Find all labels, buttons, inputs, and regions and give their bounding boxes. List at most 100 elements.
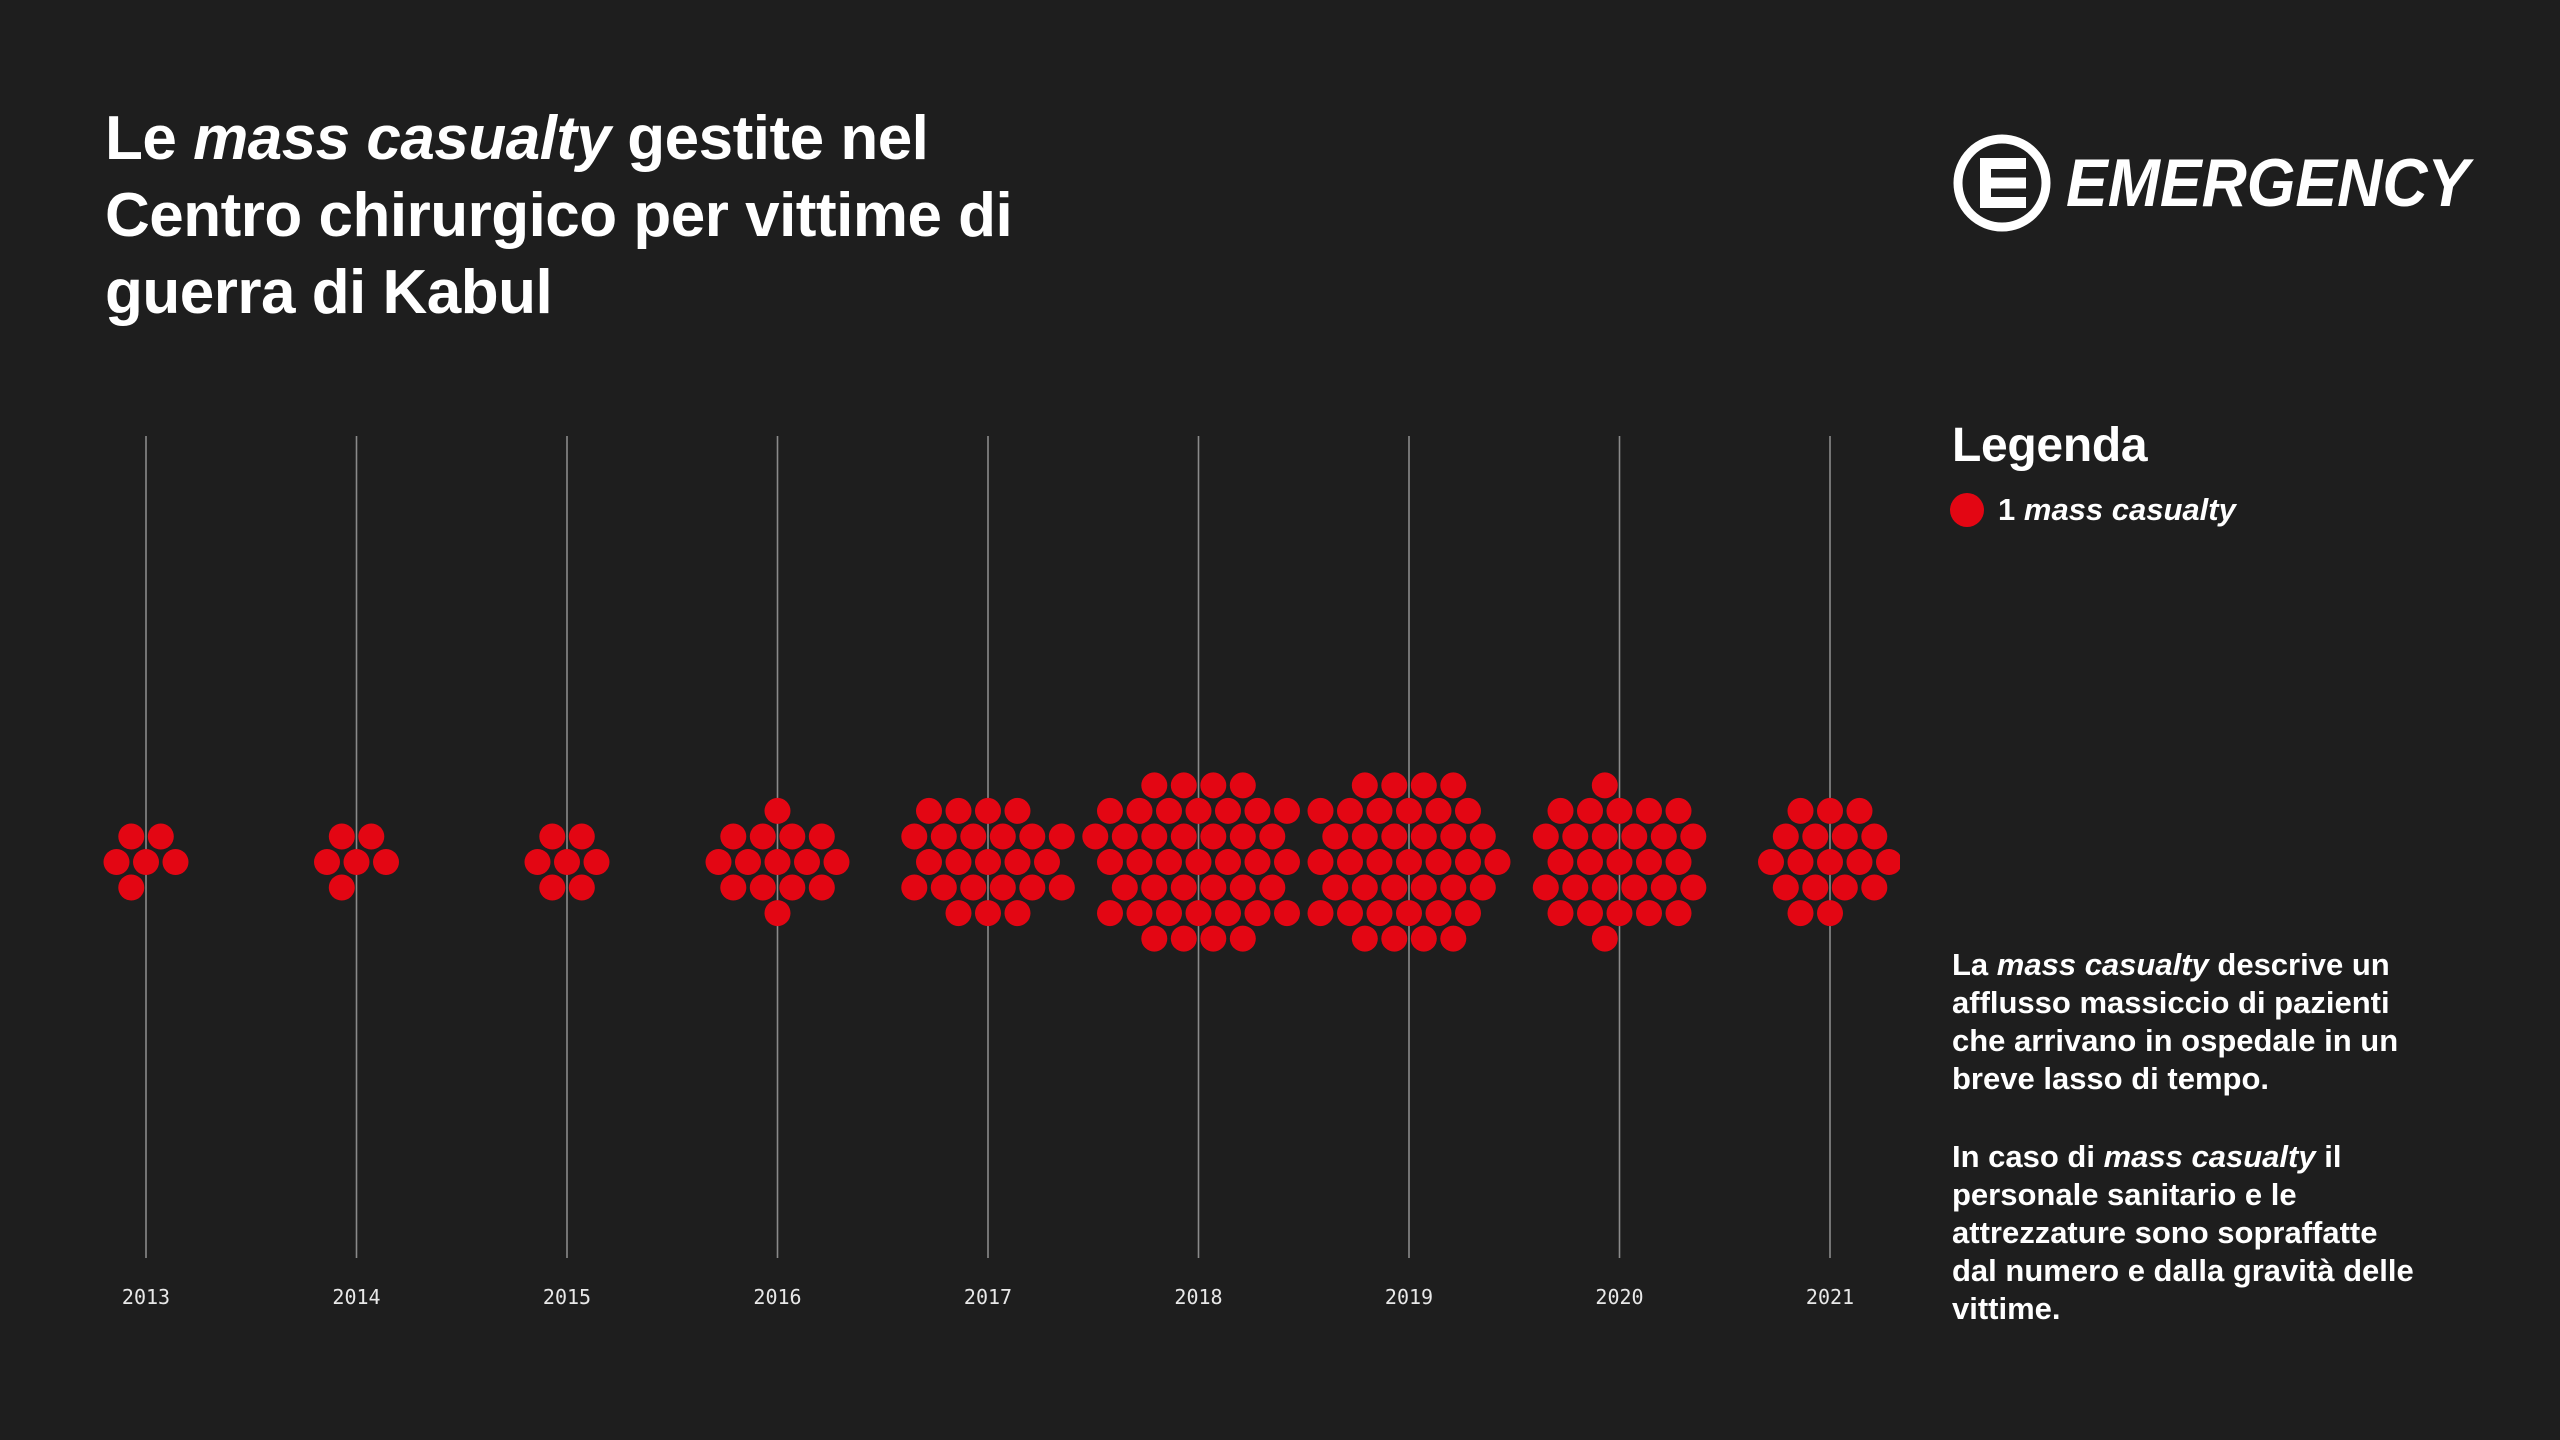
x-tick-label-2017: 2017: [964, 1285, 1012, 1309]
mass-casualty-dot: [901, 823, 928, 850]
mass-casualty-dot: [1170, 925, 1197, 952]
mass-casualty-dot: [1229, 925, 1256, 952]
mass-casualty-dot: [1200, 874, 1227, 901]
desc2-prefix: In caso di: [1952, 1139, 2104, 1174]
mass-casualty-dot: [1591, 925, 1618, 952]
mass-casualty-dot: [1650, 874, 1677, 901]
mass-casualty-dot: [749, 823, 776, 850]
mass-casualty-dot: [1455, 849, 1481, 875]
mass-casualty-dot: [1606, 849, 1633, 875]
mass-casualty-dot: [1215, 797, 1241, 824]
title-italic: mass casualty: [193, 104, 611, 173]
mass-casualty-dot: [1440, 823, 1467, 850]
mass-casualty-dot: [1650, 823, 1677, 850]
mass-casualty-dot: [1861, 874, 1888, 901]
mass-casualty-dot: [1396, 849, 1422, 875]
mass-casualty-dot: [720, 823, 747, 850]
mass-casualty-dot: [1440, 925, 1467, 952]
mass-casualty-dot: [794, 849, 820, 875]
mass-casualty-dot: [539, 874, 566, 901]
mass-casualty-dot: [1111, 874, 1138, 901]
mass-casualty-dot: [960, 823, 987, 850]
mass-casualty-dot: [524, 849, 551, 875]
mass-casualty-dot: [1469, 874, 1496, 901]
mass-casualty-dot: [735, 849, 761, 875]
mass-casualty-dot: [1591, 874, 1618, 901]
mass-casualty-dot: [1322, 823, 1349, 850]
mass-casualty-dot: [1097, 797, 1123, 824]
mass-casualty-dot: [1381, 925, 1408, 952]
x-tick-label-2013: 2013: [122, 1285, 170, 1309]
mass-casualty-dot: [1787, 900, 1814, 927]
mass-casualty-dot: [1156, 849, 1182, 875]
x-tick-label-2021: 2021: [1806, 1285, 1854, 1309]
mass-casualty-dot: [1846, 797, 1873, 824]
mass-casualty-dot: [1141, 874, 1168, 901]
mass-casualty-dot: [1274, 797, 1300, 824]
mass-casualty-dot: [1831, 823, 1858, 850]
mass-casualty-dot: [118, 823, 145, 850]
mass-casualty-dot: [1200, 925, 1227, 952]
mass-casualty-dot: [1831, 874, 1858, 901]
mass-casualty-dot: [1244, 900, 1271, 927]
x-tick-label-2019: 2019: [1385, 1285, 1433, 1309]
mass-casualty-dot: [118, 874, 145, 901]
mass-casualty-dot: [808, 823, 835, 850]
mass-casualty-dot: [1817, 900, 1843, 927]
mass-casualty-dot: [1215, 900, 1241, 927]
mass-casualty-dot: [1141, 823, 1168, 850]
mass-casualty-dot: [1185, 849, 1212, 875]
mass-casualty-dot: [1396, 797, 1422, 824]
mass-casualty-dot: [1484, 849, 1511, 875]
beeswarm-chart: 2013 2014 2015 2016 2017 2018 2019 2020 2021: [103, 436, 1900, 1309]
mass-casualty-dot: [1425, 900, 1452, 927]
mass-casualty-dot: [1200, 823, 1227, 850]
mass-casualty-dot: [1532, 823, 1559, 850]
mass-casualty-dot: [1846, 849, 1873, 875]
mass-casualty-dot: [1185, 797, 1212, 824]
mass-casualty-dot: [1048, 874, 1075, 901]
mass-casualty-dot: [1758, 849, 1784, 875]
mass-casualty-dot: [1665, 797, 1692, 824]
mass-casualty-dot: [147, 823, 174, 850]
mass-casualty-dot: [1048, 823, 1075, 850]
mass-casualty-dot: [1274, 849, 1300, 875]
mass-casualty-dot: [1259, 874, 1286, 901]
x-tick-label-2018: 2018: [1174, 1285, 1222, 1309]
mass-casualty-dot: [1440, 874, 1467, 901]
mass-casualty-dot: [1019, 874, 1046, 901]
mass-casualty-dot: [1097, 849, 1123, 875]
mass-casualty-dot: [1381, 823, 1408, 850]
x-tick-label-2016: 2016: [753, 1285, 801, 1309]
mass-casualty-dot: [1440, 772, 1467, 799]
mass-casualty-dot: [1562, 874, 1589, 901]
mass-casualty-dot: [1680, 823, 1707, 850]
mass-casualty-dot: [1621, 874, 1648, 901]
mass-casualty-dot: [1141, 925, 1168, 952]
mass-casualty-dot: [1381, 874, 1408, 901]
mass-casualty-dot: [1229, 772, 1256, 799]
mass-casualty-dot: [1410, 925, 1437, 952]
x-tick-label-2014: 2014: [332, 1285, 380, 1309]
axis-lines: [145, 436, 1831, 1258]
mass-casualty-dot: [1381, 772, 1408, 799]
mass-casualty-dot: [1111, 823, 1138, 850]
emergency-logo: EMERGENCY: [1952, 128, 2504, 238]
mass-casualty-dot: [1396, 900, 1422, 927]
mass-casualty-dot: [1126, 900, 1153, 927]
mass-casualty-dot: [1274, 900, 1300, 927]
mass-casualty-dot: [720, 874, 747, 901]
legend-title: Legenda: [1952, 419, 2148, 472]
mass-casualty-dot: [1469, 823, 1496, 850]
mass-casualty-dot: [554, 849, 580, 875]
mass-casualty-dot: [343, 849, 370, 875]
legend-count: 1: [1998, 492, 2016, 527]
mass-casualty-dot: [1200, 772, 1227, 799]
title-prefix: Le: [105, 104, 194, 173]
mass-casualty-dot: [764, 900, 791, 927]
mass-casualty-dot: [358, 823, 385, 850]
mass-casualty-dot: [916, 849, 942, 875]
title-suffix: gestite nel Centro chirurgico per vittim…: [105, 104, 1013, 327]
desc1-prefix: La: [1952, 947, 1997, 982]
mass-casualty-dot: [1772, 874, 1799, 901]
